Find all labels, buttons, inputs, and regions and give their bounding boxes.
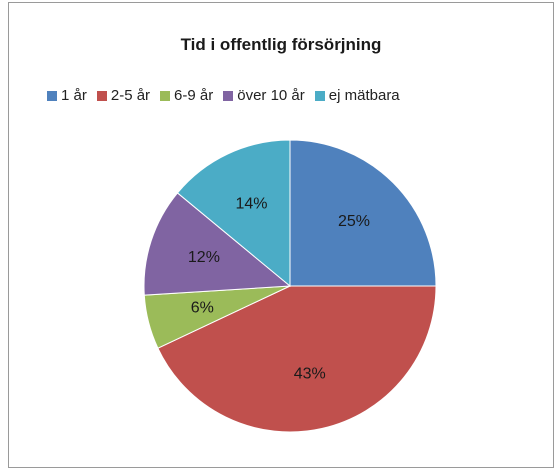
- legend: 1 år 2-5 år 6-9 år över 10 år ej mätbara: [47, 87, 400, 104]
- chart-area: Tid i offentlig försörjning 1 år 2-5 år …: [8, 2, 554, 468]
- legend-label-over-10-ar: över 10 år: [237, 87, 305, 104]
- pie-slice-label-1: 43%: [294, 366, 326, 383]
- pie-slice-label-4: 14%: [235, 195, 267, 212]
- legend-item-1-ar: 1 år: [47, 87, 87, 104]
- pie-slice-0: [289, 139, 437, 287]
- legend-swatch-over-10-ar: [223, 90, 234, 101]
- legend-item-ej-matbara: ej mätbara: [314, 87, 400, 104]
- pie-slice-labels: 25% 43% 6% 12% 14%: [188, 195, 370, 382]
- pie-slice-label-3: 12%: [188, 249, 220, 266]
- chart-title: Tid i offentlig försörjning: [180, 35, 382, 54]
- pie-slice-4: [176, 139, 291, 288]
- pie-slice-label-0: 25%: [338, 213, 370, 230]
- legend-swatch-2-5-ar: [96, 90, 107, 101]
- legend-swatch-6-9-ar: [160, 90, 171, 101]
- legend-label-2-5-ar: 2-5 år: [110, 87, 151, 104]
- pie-slice-1: [157, 285, 437, 433]
- pie-slice-label-2: 6%: [191, 300, 214, 317]
- legend-label-ej-matbara: ej mätbara: [328, 87, 400, 104]
- pie-slices: [143, 139, 437, 433]
- pie-chart: 25% 43% 6% 12% 14%: [143, 139, 437, 433]
- legend-swatch-1-ar: [47, 90, 57, 101]
- legend-swatch-ej-matbara: [314, 90, 325, 101]
- pie-slice-3: [143, 192, 292, 296]
- legend-label-1-ar: 1 år: [61, 87, 87, 104]
- legend-item-6-9-ar: 6-9 år: [160, 87, 213, 104]
- legend-item-2-5-ar: 2-5 år: [96, 87, 151, 104]
- legend-item-over-10-ar: över 10 år: [223, 87, 305, 104]
- legend-label-6-9-ar: 6-9 år: [174, 87, 214, 104]
